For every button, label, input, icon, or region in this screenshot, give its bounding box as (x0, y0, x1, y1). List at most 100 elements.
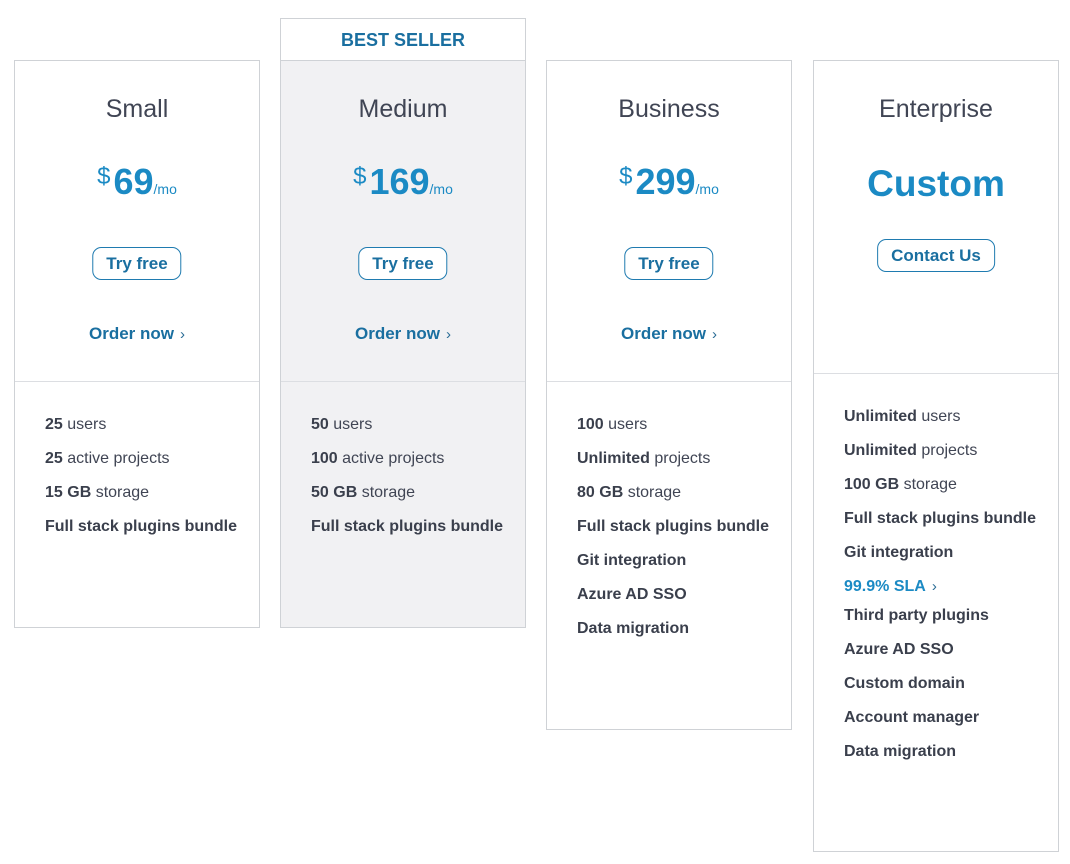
feature-highlight: Data migration (844, 743, 957, 760)
try-free-button[interactable]: Try free (624, 247, 714, 280)
best-seller-badge: BEST SELLER (280, 18, 526, 60)
plan-price-custom: Custom (867, 163, 1005, 204)
plan-name: Medium (358, 95, 448, 123)
feature-highlight: 80 GB (577, 484, 624, 501)
try-free-button[interactable]: Try free (92, 247, 182, 280)
chevron-right-icon: › (712, 326, 717, 343)
plan-card-small: Small $69/mo Try free Order now › 25 user… (14, 60, 260, 628)
feature-highlight: Data migration (577, 620, 690, 637)
feature-highlight: Azure AD SSO (577, 586, 687, 603)
divider (281, 381, 525, 382)
feature-highlight: Unlimited (844, 408, 917, 425)
order-now-link[interactable]: Order now › (15, 324, 259, 344)
plan-name: Small (105, 95, 169, 123)
feature-item: Git integration (844, 539, 1042, 567)
feature-highlight: Account manager (844, 709, 980, 726)
order-now-label: Order now (88, 324, 174, 343)
plan-card-medium: Medium $169/mo Try free Order now › 50 us… (280, 60, 526, 628)
feature-item: 100 users (577, 411, 775, 439)
feature-text: active projects (337, 450, 445, 467)
divider (547, 381, 791, 382)
feature-highlight: Git integration (844, 544, 954, 561)
price-period: /mo (695, 181, 719, 197)
feature-highlight: 50 GB (311, 484, 358, 501)
feature-item: Full stack plugins bundle (577, 513, 775, 541)
order-now-label: Order now (354, 324, 440, 343)
feature-link-label: 99.9% SLA (844, 578, 926, 595)
feature-text: users (603, 416, 648, 433)
feature-text: storage (623, 484, 682, 501)
feature-link[interactable]: 99.9% SLA › (844, 573, 1042, 601)
feature-item: 80 GB storage (577, 479, 775, 507)
price-amount: 69 (113, 161, 154, 202)
plan-name: Business (618, 95, 720, 123)
feature-text: projects (916, 442, 978, 459)
feature-text: users (328, 416, 373, 433)
feature-item: Full stack plugins bundle (45, 513, 243, 541)
plan-header: Medium $169/mo Try free Order now › (281, 61, 525, 381)
divider (814, 373, 1058, 374)
feature-text: users (916, 408, 961, 425)
order-now-link[interactable]: Order now › (547, 324, 791, 344)
feature-highlight: Unlimited (844, 442, 917, 459)
try-free-button[interactable]: Try free (358, 247, 448, 280)
feature-text: storage (357, 484, 416, 501)
feature-highlight: Azure AD SSO (844, 641, 954, 658)
feature-highlight: Full stack plugins bundle (844, 510, 1037, 527)
feature-item: Full stack plugins bundle (844, 505, 1042, 533)
price-period: /mo (429, 181, 453, 197)
feature-highlight: 50 (311, 416, 329, 433)
feature-highlight: Third party plugins (844, 607, 989, 624)
chevron-right-icon: › (180, 326, 185, 343)
feature-text: storage (899, 476, 957, 493)
feature-highlight: Full stack plugins bundle (311, 518, 504, 535)
feature-item: Data migration (844, 738, 1042, 766)
order-now-label: Order now (620, 324, 706, 343)
feature-highlight: Full stack plugins bundle (577, 518, 770, 535)
plan-card-enterprise: Enterprise Custom Contact Us Unlimited u… (813, 60, 1059, 852)
currency-symbol: $ (619, 163, 633, 190)
feature-item: 50 GB storage (311, 479, 509, 507)
feature-highlight: 25 (45, 416, 63, 433)
contact-us-button[interactable]: Contact Us (877, 239, 995, 272)
price-amount: 169 (369, 161, 430, 202)
plan-price: $169/mo (281, 161, 525, 203)
feature-highlight: Custom domain (844, 675, 965, 692)
feature-item: Git integration (577, 547, 775, 575)
feature-item: Unlimited projects (577, 445, 775, 473)
plan-price: $69/mo (15, 161, 259, 203)
feature-text: projects (649, 450, 711, 467)
feature-item: Data migration (577, 615, 775, 643)
chevron-right-icon: › (446, 326, 451, 343)
plan-card-business: Business $299/mo Try free Order now › 100… (546, 60, 792, 730)
feature-highlight: 100 (577, 416, 604, 433)
feature-item: Third party plugins (844, 602, 1042, 630)
feature-highlight: 100 GB (844, 476, 900, 493)
feature-item: 100 active projects (311, 445, 509, 473)
feature-item: 25 active projects (45, 445, 243, 473)
price-amount: 299 (635, 161, 696, 202)
feature-text: users (62, 416, 107, 433)
order-now-link[interactable]: Order now › (281, 324, 525, 344)
feature-highlight: Git integration (577, 552, 687, 569)
feature-list: 25 users 25 active projects 15 GB storage F… (45, 411, 243, 547)
feature-list: Unlimited users Unlimited projects 100 GB … (844, 403, 1042, 772)
feature-highlight: Full stack plugins bundle (45, 518, 238, 535)
currency-symbol: $ (353, 163, 367, 190)
plan-header: Business $299/mo Try free Order now › (547, 61, 791, 381)
feature-item: 100 GB storage (844, 471, 1042, 499)
feature-item: Azure AD SSO (577, 581, 775, 609)
feature-highlight: 25 (45, 450, 63, 467)
feature-text: storage (91, 484, 150, 501)
feature-item: 25 users (45, 411, 243, 439)
feature-item: Azure AD SSO (844, 636, 1042, 664)
feature-item: Unlimited projects (844, 437, 1042, 465)
feature-item: 50 users (311, 411, 509, 439)
feature-list: 100 users Unlimited projects 80 GB storage… (577, 411, 775, 649)
feature-item: 15 GB storage (45, 479, 243, 507)
chevron-right-icon: › (931, 578, 937, 595)
feature-highlight: 15 GB (45, 484, 92, 501)
feature-item: Account manager (844, 704, 1042, 732)
feature-item: Custom domain (844, 670, 1042, 698)
price-period: /mo (153, 181, 177, 197)
